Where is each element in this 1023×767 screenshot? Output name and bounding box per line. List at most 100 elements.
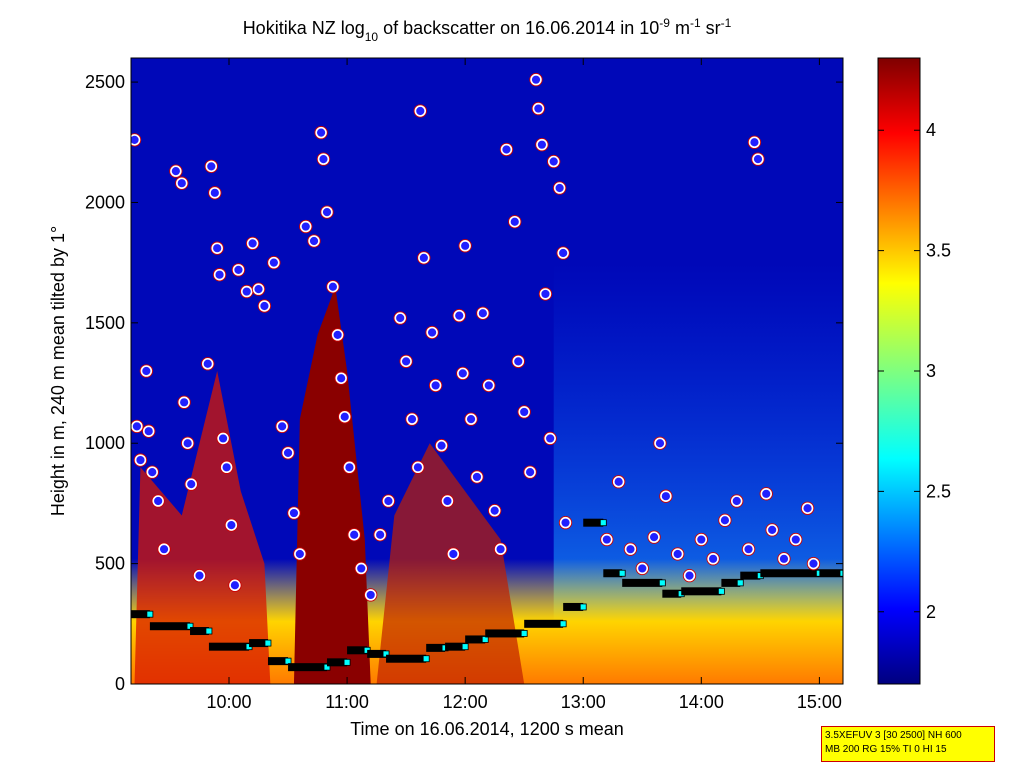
cloud-base-point bbox=[184, 477, 198, 491]
cloud-base-ring bbox=[267, 256, 281, 270]
cloud-base-point bbox=[287, 506, 301, 520]
cloud-base-point bbox=[494, 542, 507, 556]
cloud-base-ring bbox=[499, 142, 514, 157]
cloud-base-point bbox=[201, 357, 215, 371]
cloud-base-ring bbox=[411, 460, 425, 474]
title-sup1: -9 bbox=[659, 16, 670, 30]
colorbar: 2 2.5 3 3.5 4 bbox=[877, 57, 951, 685]
cloud-base-ring bbox=[347, 528, 361, 542]
cloud-base-point bbox=[307, 234, 321, 248]
mixing-layer-segment bbox=[445, 642, 466, 651]
cloud-base-point bbox=[742, 542, 755, 556]
cloud-base-point bbox=[417, 251, 431, 265]
cloud-base-ring bbox=[706, 552, 720, 566]
y-axis: 0 500 1000 1500 2000 2500 bbox=[85, 72, 843, 694]
cloud-base-ring bbox=[806, 556, 821, 571]
cloud-base-point bbox=[456, 367, 470, 380]
colorbar-ticks: 2 2.5 3 3.5 4 bbox=[878, 120, 951, 622]
cloud-base-point bbox=[447, 547, 460, 561]
cloud-base-point bbox=[464, 412, 478, 426]
cloud-base-point bbox=[801, 501, 814, 515]
mixing-layer-segment bbox=[267, 657, 289, 666]
x-tick-label: 10:00 bbox=[206, 692, 251, 712]
cloud-base-point bbox=[175, 176, 189, 190]
cloud-base-point bbox=[659, 489, 673, 503]
cloud-base-point bbox=[647, 530, 661, 544]
cloud-base-point bbox=[151, 494, 165, 508]
cloud-base-point bbox=[338, 410, 352, 424]
cloud-base-point bbox=[343, 461, 356, 474]
cloud-base-ring bbox=[600, 532, 614, 547]
mixing-layer-segment bbox=[367, 649, 387, 658]
cloud-base-point bbox=[405, 412, 419, 426]
cloud-base-ring bbox=[201, 357, 215, 371]
colorbar-tick-label: 3.5 bbox=[926, 241, 951, 261]
mixing-layer-segment bbox=[681, 587, 722, 596]
cloud-base-ring bbox=[653, 436, 667, 450]
mixing-layer-marker bbox=[559, 620, 567, 628]
cloud-base-ring bbox=[531, 101, 546, 116]
cloud-base-point bbox=[208, 186, 222, 200]
colorbar-tick-label: 2 bbox=[926, 602, 936, 622]
cloud-base-ring bbox=[456, 366, 470, 381]
cloud-base-point bbox=[470, 470, 484, 484]
cloud-base-ring bbox=[425, 325, 439, 340]
cloud-base-point bbox=[347, 528, 361, 542]
title-sup3: -1 bbox=[721, 16, 732, 30]
cloud-base-point bbox=[529, 73, 543, 86]
mixing-layer-marker bbox=[618, 569, 626, 577]
mixing-layer-segment bbox=[288, 663, 328, 672]
x-tick-label: 13:00 bbox=[561, 692, 606, 712]
mixing-layer-segment bbox=[327, 658, 348, 667]
cloud-base-ring bbox=[718, 513, 732, 527]
cloud-base-ring bbox=[287, 506, 301, 520]
cloud-base-ring bbox=[434, 438, 449, 453]
cloud-base-point bbox=[413, 104, 427, 118]
cloud-base-point bbox=[543, 432, 557, 445]
cloud-base-ring bbox=[800, 501, 815, 515]
cloud-base-ring bbox=[464, 412, 478, 426]
cloud-base-ring bbox=[216, 431, 230, 446]
cloud-base-point bbox=[225, 518, 238, 532]
plot-area bbox=[131, 58, 843, 684]
cloud-base-point bbox=[441, 494, 454, 508]
mixing-layer-segment bbox=[760, 569, 820, 578]
cloud-base-markers bbox=[131, 73, 821, 602]
cloud-base-point bbox=[216, 432, 230, 445]
cloud-base-ring bbox=[210, 241, 224, 255]
cloud-base-point bbox=[532, 102, 545, 115]
cloud-base-ring bbox=[413, 104, 427, 118]
cloud-base-point bbox=[517, 405, 531, 419]
mixing-layer-segment bbox=[819, 569, 843, 578]
cloud-base-point bbox=[275, 420, 289, 433]
cloud-base-ring bbox=[399, 354, 413, 369]
colorbar-tick-label: 3 bbox=[926, 361, 936, 381]
cloud-base-ring bbox=[476, 306, 490, 320]
cloud-base-ring bbox=[511, 354, 525, 369]
cloud-base-point bbox=[695, 533, 708, 546]
colorbar-tick-label: 2.5 bbox=[926, 481, 951, 501]
cloud-base-point bbox=[600, 533, 614, 546]
cloud-base-ring bbox=[529, 73, 543, 87]
cloud-base-ring bbox=[694, 532, 708, 547]
cloud-base-point bbox=[511, 355, 525, 368]
x-tick-label: 12:00 bbox=[443, 692, 488, 712]
mixing-layer-segment bbox=[583, 518, 604, 527]
cloud-base-point bbox=[539, 287, 552, 301]
cloud-base-ring bbox=[428, 378, 443, 393]
mixing-layer-marker bbox=[422, 655, 430, 663]
title-post1: m bbox=[670, 18, 690, 38]
cloud-base-point bbox=[452, 309, 466, 322]
cloud-base-ring bbox=[316, 152, 331, 166]
mixing-layer-marker bbox=[717, 587, 725, 595]
cloud-base-point bbox=[435, 439, 448, 452]
cloud-base-point bbox=[142, 424, 156, 438]
title: Hokitika NZ log10 of backscatter on 16.0… bbox=[243, 16, 732, 44]
cloud-base-ring bbox=[231, 263, 246, 277]
cloud-base-ring bbox=[131, 419, 144, 434]
cloud-base-ring bbox=[330, 328, 345, 342]
cloud-base-point bbox=[354, 562, 368, 575]
cloud-base-point bbox=[748, 135, 761, 149]
mixing-layer-marker bbox=[839, 569, 843, 577]
cloud-base-point bbox=[523, 465, 537, 479]
